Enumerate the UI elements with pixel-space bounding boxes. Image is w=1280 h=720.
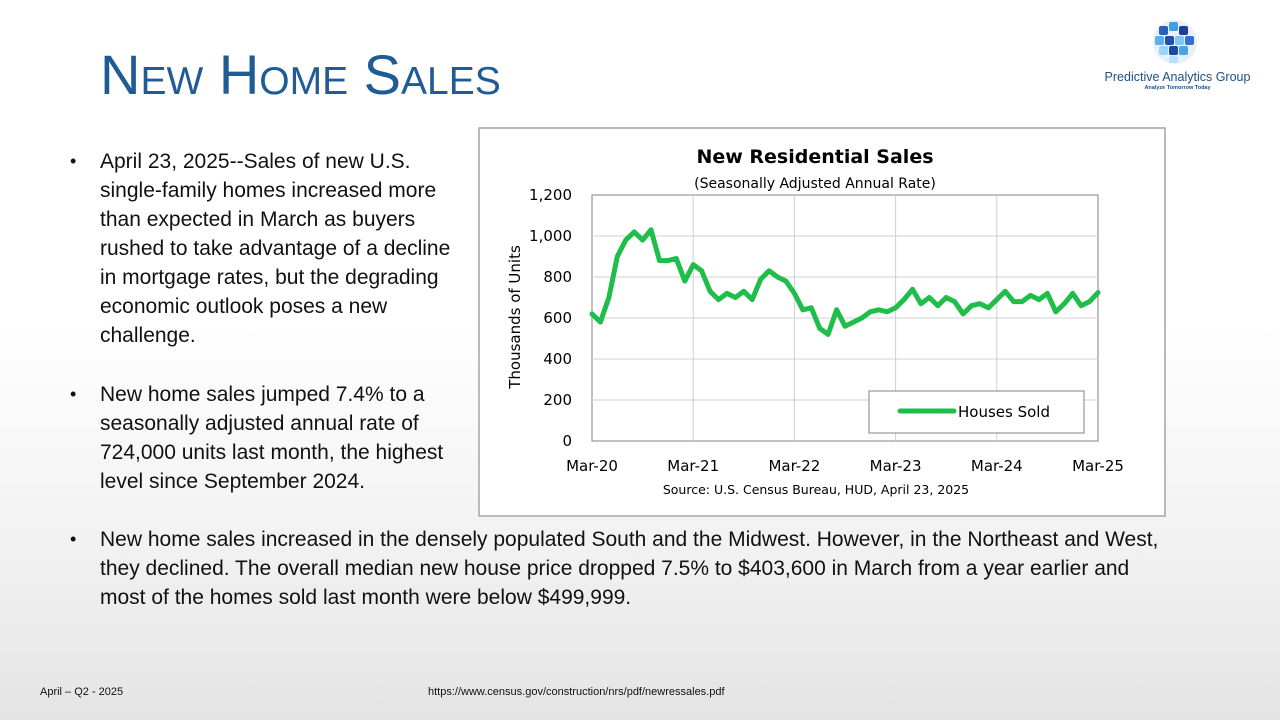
data-point (876, 307, 882, 313)
data-point (859, 315, 865, 321)
data-point (834, 307, 839, 313)
data-point (690, 262, 696, 268)
x-tick-label: Mar-23 (870, 457, 922, 475)
y-axis-label: Thousands of Units (506, 245, 524, 390)
data-point (1053, 309, 1059, 315)
data-point (1070, 291, 1076, 296)
data-point (926, 295, 932, 300)
data-point (1078, 303, 1084, 309)
data-point (598, 319, 603, 325)
data-point (682, 278, 688, 284)
data-point (631, 229, 637, 235)
x-ticks: Mar-20 Mar-21 Mar-22 Mar-23 Mar-24 Mar-25 (566, 457, 1124, 475)
x-tick-label: Mar-20 (566, 457, 618, 475)
logo-tagline: Analyze Tomorrow Today (1144, 85, 1211, 91)
data-point (969, 303, 974, 309)
bullet-item: New home sales jumped 7.4% to a seasonal… (70, 380, 470, 496)
data-point (867, 309, 873, 315)
y-tick-label: 1,200 (529, 186, 572, 204)
y-ticks: 0 200 400 600 800 1,000 1,200 (529, 186, 572, 450)
y-tick-label: 400 (543, 350, 572, 368)
data-point (910, 286, 915, 292)
data-point (1061, 301, 1067, 307)
logo-name: Predictive Analytics Group (1104, 70, 1251, 84)
data-point (766, 268, 772, 274)
data-point (614, 254, 620, 259)
data-point (741, 288, 747, 294)
data-point (623, 237, 629, 243)
bullet-item: April 23, 2025--Sales of new U.S. single… (70, 147, 470, 350)
data-point (901, 297, 907, 302)
data-point (977, 301, 983, 307)
x-tick-label: Mar-24 (971, 457, 1023, 475)
data-point (749, 297, 755, 302)
data-point (707, 288, 713, 294)
data-point (1011, 299, 1017, 304)
data-point (808, 305, 814, 311)
data-point (606, 295, 612, 300)
data-point (952, 299, 958, 304)
data-point (1019, 299, 1025, 304)
data-point (657, 258, 662, 263)
y-tick-label: 200 (543, 391, 572, 409)
data-point (1087, 299, 1092, 304)
data-point (665, 258, 671, 263)
company-logo: Predictive Analytics Group Analyze Tomor… (1095, 18, 1260, 98)
data-point (1002, 288, 1008, 294)
sales-line-chart: New Residential Sales (Seasonally Adjust… (478, 127, 1166, 517)
data-point (1045, 291, 1050, 296)
bullet-list-bottom: New home sales increased in the densely … (70, 525, 1180, 612)
y-tick-label: 0 (562, 432, 572, 450)
page-title: New Home Sales (100, 43, 501, 106)
chart-subtitle: (Seasonally Adjusted Annual Rate) (694, 176, 936, 192)
x-tick-label: Mar-21 (667, 457, 719, 475)
data-point (943, 295, 949, 300)
data-point (918, 301, 924, 307)
y-tick-label: 600 (543, 309, 572, 327)
data-point (800, 307, 806, 313)
data-point (825, 332, 831, 337)
bullet-item: New home sales increased in the densely … (70, 525, 1180, 612)
data-point (775, 274, 780, 280)
data-point (589, 311, 595, 317)
data-point (792, 291, 797, 296)
footer-source-url: https://www.census.gov/construction/nrs/… (428, 686, 725, 698)
data-point (716, 297, 721, 302)
data-point (1036, 297, 1042, 302)
chart-panel: New Residential Sales (Seasonally Adjust… (478, 127, 1166, 517)
data-point (935, 303, 941, 309)
x-tick-label: Mar-25 (1072, 457, 1124, 475)
y-tick-label: 1,000 (529, 227, 572, 245)
data-point (648, 227, 654, 233)
data-point (673, 256, 679, 261)
chart-grid (591, 194, 1099, 442)
data-point (994, 297, 1000, 302)
x-tick-label: Mar-22 (768, 457, 820, 475)
chart-legend: Houses Sold (868, 390, 1085, 434)
y-tick-label: 800 (543, 268, 572, 286)
data-point (851, 319, 856, 325)
puzzle-globe-icon (1153, 20, 1197, 64)
chart-title: New Residential Sales (696, 146, 933, 168)
data-point (640, 237, 645, 243)
legend-label: Houses Sold (958, 403, 1050, 421)
footer-date: April – Q2 - 2025 (40, 686, 124, 698)
data-point (893, 305, 898, 311)
data-point (884, 309, 890, 315)
data-point (1028, 293, 1033, 298)
data-point (758, 276, 764, 282)
data-point (699, 268, 705, 274)
chart-source: Source: U.S. Census Bureau, HUD, April 2… (663, 482, 969, 497)
data-point (1095, 290, 1101, 295)
data-point (783, 278, 789, 284)
data-point (732, 295, 738, 300)
series-points (589, 227, 1101, 337)
data-point (960, 311, 966, 317)
data-point (985, 305, 991, 311)
bullet-list-top: April 23, 2025--Sales of new U.S. single… (70, 147, 470, 526)
data-point (842, 323, 848, 329)
data-point (817, 325, 823, 331)
data-point (724, 291, 730, 296)
